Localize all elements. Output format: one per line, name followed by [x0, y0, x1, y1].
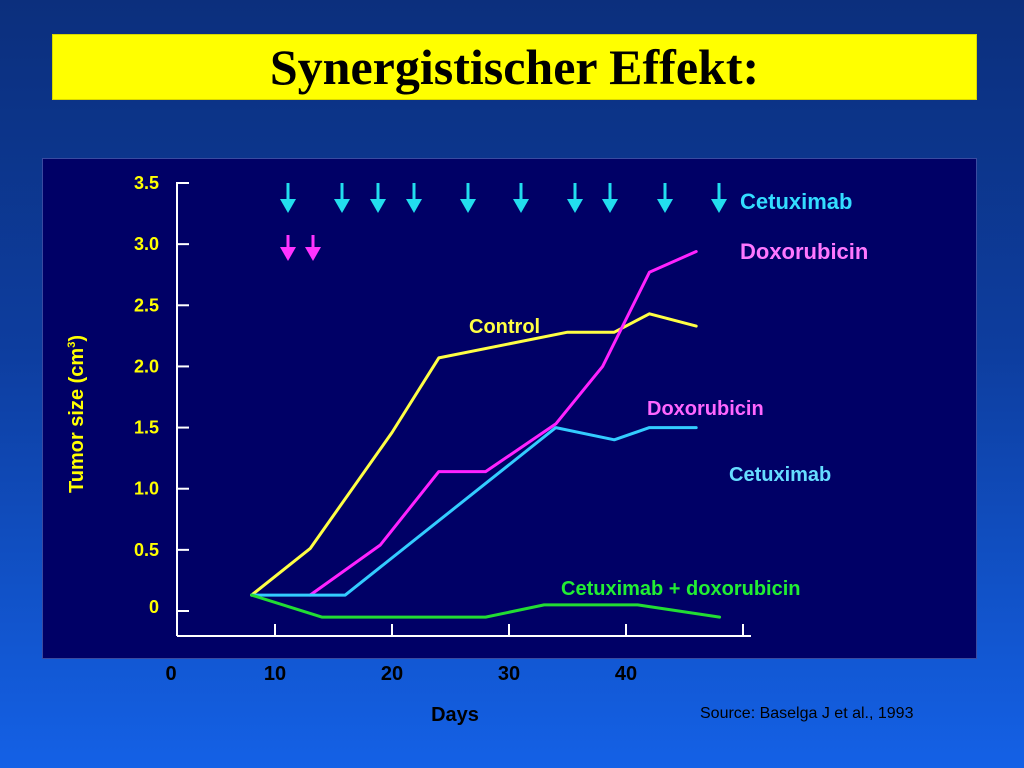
axes-group	[176, 182, 751, 637]
x-tick-label: 30	[498, 663, 520, 685]
y-tick-label: 0	[149, 597, 159, 617]
cetuximab-dose-arrow	[513, 183, 529, 213]
series-label: Control	[469, 316, 540, 338]
cetuximab-dose-arrow	[334, 183, 350, 213]
x-tick-label: 40	[615, 663, 637, 685]
doxorubicin-dose-arrow	[280, 235, 296, 261]
cetuximab-dose-arrow	[460, 183, 476, 213]
cetuximab-dose-arrow	[406, 183, 422, 213]
source-citation: Source: Baselga J et al., 1993	[700, 705, 914, 722]
chart-labels: 0 0.5 1.0 1.5 2.0 2.5 3.0 3.5 0 10 20 30 40 Control Do…	[66, 173, 868, 726]
x-tick-label: 0	[165, 663, 176, 685]
cetuximab-dose-arrow	[602, 183, 618, 213]
y-axis-label: Tumor size (cm3)	[66, 335, 88, 493]
series-line-cetuximab	[250, 426, 698, 597]
x-tick-label: 20	[381, 663, 403, 685]
cetuximab-dose-arrow	[567, 183, 583, 213]
cetuximab-dose-arrow	[711, 183, 727, 213]
series-line-cetuximab-doxorubicin	[250, 593, 722, 619]
x-tick-label: 10	[264, 663, 286, 685]
dose-arrows	[280, 183, 727, 261]
y-tick-label: 2.0	[134, 356, 159, 376]
cetuximab-dose-arrow	[280, 183, 296, 213]
cetuximab-arrow-label: Cetuximab	[740, 189, 852, 214]
tumor-size-chart: 0 0.5 1.0 1.5 2.0 2.5 3.0 3.5 0 10 20 30 40 Control Do…	[66, 173, 868, 726]
title-banner: Synergistischer Effekt:	[52, 34, 977, 100]
doxorubicin-arrow-label: Doxorubicin	[740, 239, 868, 264]
y-tick-label: 1.5	[134, 418, 159, 438]
series-label: Cetuximab	[729, 464, 831, 486]
cetuximab-dose-arrow	[657, 183, 673, 213]
series-label: Cetuximab + doxorubicin	[561, 578, 800, 600]
doxorubicin-dose-arrow	[305, 235, 321, 261]
y-tick-label: 3.0	[134, 234, 159, 254]
y-tick-label: 1.0	[134, 479, 159, 499]
slide-title: Synergistischer Effekt:	[269, 39, 760, 95]
x-axis-label: Days	[431, 704, 479, 726]
y-tick-label: 2.5	[134, 295, 159, 315]
series-lines	[250, 250, 722, 619]
y-tick-label: 3.5	[134, 173, 159, 193]
chart-panel: 0 0.5 1.0 1.5 2.0 2.5 3.0 3.5 0 10 20 30 40 Control Do…	[42, 158, 977, 726]
series-label: Doxorubicin	[647, 398, 764, 420]
cetuximab-dose-arrow	[370, 183, 386, 213]
series-line-doxorubicin	[308, 250, 698, 597]
y-tick-label: 0.5	[134, 540, 159, 560]
series-line-control	[250, 312, 698, 597]
